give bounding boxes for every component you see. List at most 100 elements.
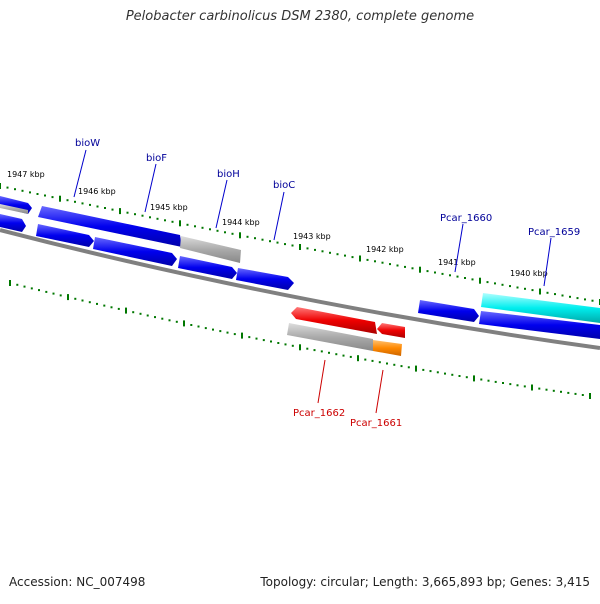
gene-arrow-pcar-1660 <box>418 300 479 322</box>
minor-tick <box>81 299 84 302</box>
minor-tick <box>36 193 39 195</box>
callout-line-bioH <box>215 179 228 229</box>
minor-tick <box>523 385 526 388</box>
minor-tick <box>306 247 309 250</box>
minor-tick <box>88 301 91 304</box>
gene-arrow-bioF <box>36 224 94 247</box>
minor-tick <box>149 216 151 219</box>
major-tick <box>183 320 185 327</box>
minor-tick <box>561 294 564 297</box>
minor-tick <box>374 260 376 263</box>
minor-tick <box>255 337 258 340</box>
gene-label-pcar-1662: Pcar_1662 <box>293 408 345 419</box>
minor-tick <box>81 202 84 205</box>
minor-tick <box>219 330 222 333</box>
minor-tick <box>480 378 483 381</box>
minor-tick <box>277 342 280 344</box>
major-tick <box>179 220 181 227</box>
minor-tick <box>320 350 323 353</box>
minor-tick <box>531 289 534 292</box>
minor-tick <box>52 292 55 295</box>
minor-tick <box>464 277 466 279</box>
minor-tick <box>104 207 106 209</box>
major-tick <box>239 232 241 239</box>
major-tick <box>479 277 481 284</box>
major-tick <box>539 288 541 295</box>
minor-tick <box>487 379 490 382</box>
minor-tick <box>269 240 271 243</box>
major-tick <box>473 375 475 382</box>
minor-tick <box>134 213 136 216</box>
minor-tick <box>254 237 256 240</box>
scale-label: 1947 kbp <box>7 170 45 179</box>
minor-tick <box>554 293 556 296</box>
minor-tick <box>110 306 113 309</box>
scale-label: 1940 kbp <box>510 269 548 278</box>
minor-tick <box>96 205 99 208</box>
minor-tick <box>494 380 497 383</box>
gene-arrow-pcar-1661-red <box>377 323 405 338</box>
gene-label-pcar-1659: Pcar_1659 <box>528 227 580 238</box>
minor-tick <box>209 228 211 231</box>
gene-label-bioH: bioH <box>217 169 240 180</box>
scale-label: 1945 kbp <box>150 203 188 212</box>
minor-tick <box>284 243 286 246</box>
minor-tick <box>314 248 316 251</box>
minor-tick <box>186 223 189 226</box>
minor-tick <box>16 283 19 286</box>
gene-label-bioC: bioC <box>273 180 295 191</box>
minor-tick <box>231 232 234 235</box>
minor-tick <box>74 200 76 203</box>
minor-tick <box>30 287 33 290</box>
gene-arrow-bioC <box>178 256 237 279</box>
minor-tick <box>146 314 149 317</box>
callout-line-pcar-1659 <box>543 237 552 287</box>
genome-backbone <box>0 228 600 350</box>
minor-tick <box>381 261 384 264</box>
minor-tick <box>103 304 106 307</box>
minor-tick <box>502 382 504 384</box>
scale-label: 1946 kbp <box>78 187 116 196</box>
gene-arrow-pcar-1661 <box>373 340 402 356</box>
minor-tick <box>161 317 164 320</box>
minor-tick <box>328 351 330 354</box>
minor-tick <box>366 258 369 261</box>
minor-tick <box>364 358 367 361</box>
minor-tick <box>501 283 504 286</box>
minor-tick <box>132 311 135 314</box>
minor-tick <box>233 333 236 336</box>
minor-tick <box>545 388 548 391</box>
minor-tick <box>524 287 526 290</box>
minor-tick <box>393 363 396 366</box>
minor-tick <box>38 289 40 292</box>
minor-tick <box>335 353 338 356</box>
minor-tick <box>516 286 519 289</box>
minor-tick <box>429 370 432 373</box>
minor-tick <box>197 325 200 328</box>
minor-tick <box>591 299 594 302</box>
minor-tick <box>436 371 439 374</box>
minor-tick <box>378 361 381 364</box>
major-tick <box>67 294 69 301</box>
gene-label-bioF: bioF <box>146 153 167 164</box>
gene-arrow-pcar-1662 <box>291 307 377 334</box>
gene-label-pcar-1661: Pcar_1661 <box>350 418 402 429</box>
major-tick <box>531 384 533 391</box>
minor-tick <box>224 231 226 234</box>
minor-tick <box>349 355 352 358</box>
major-tick <box>299 344 301 351</box>
minor-tick <box>386 362 388 365</box>
minor-tick <box>344 254 346 257</box>
minor-tick <box>434 271 436 274</box>
minor-tick <box>371 359 374 362</box>
gene-arrow-edge-top-noncoding <box>0 204 28 214</box>
major-tick <box>589 393 591 399</box>
gene-arrow-pcar-1659-b <box>479 311 600 339</box>
scale-label: 1944 kbp <box>222 218 260 227</box>
minor-tick <box>396 264 399 267</box>
major-tick <box>119 208 121 215</box>
minor-tick <box>336 253 339 256</box>
major-tick <box>419 266 421 273</box>
minor-tick <box>276 241 279 244</box>
